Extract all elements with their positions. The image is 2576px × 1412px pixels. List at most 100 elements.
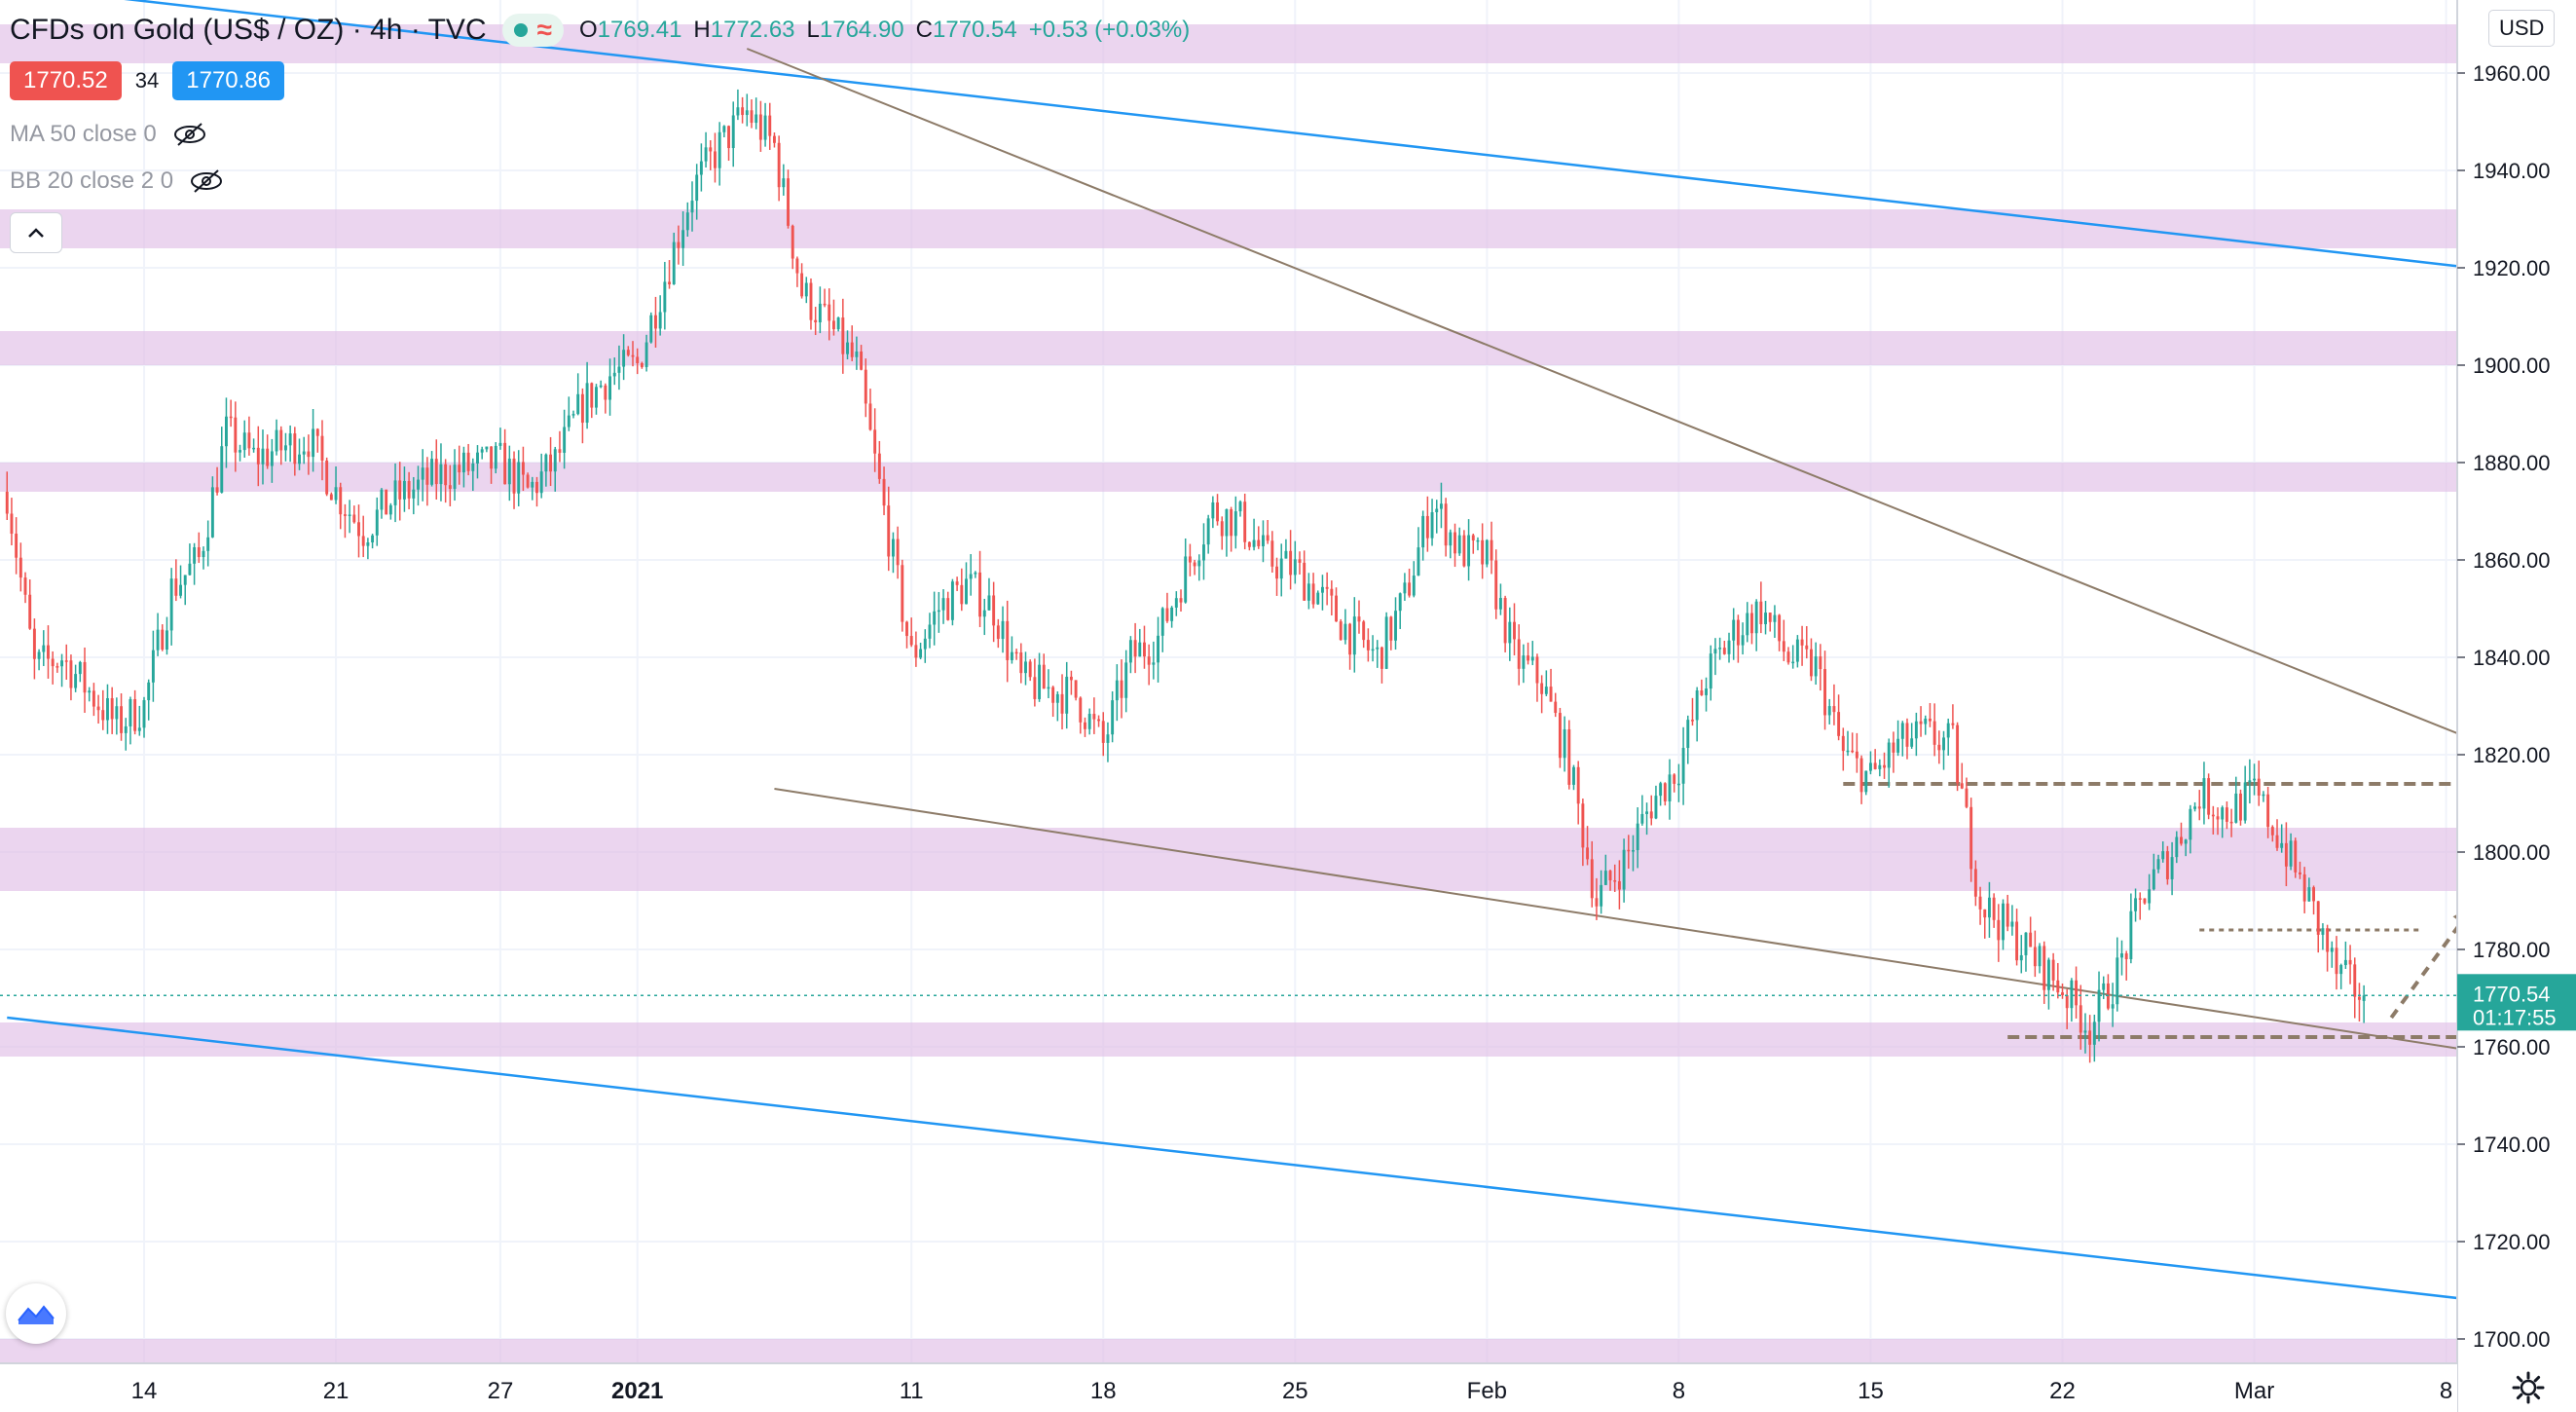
buy-button[interactable]: 1770.86	[172, 61, 285, 100]
candle-body	[695, 174, 699, 202]
settings-button[interactable]	[2508, 1367, 2549, 1408]
candle-body	[444, 464, 448, 486]
candle-body	[193, 546, 197, 564]
market-open-dot-icon	[513, 23, 528, 37]
candle-body	[247, 432, 251, 449]
candle-up	[242, 420, 246, 458]
candle-down	[1549, 668, 1553, 702]
candle-down	[1983, 909, 1987, 939]
candle-body	[1663, 783, 1667, 801]
candle-up	[622, 334, 626, 381]
candle-body	[1910, 738, 1914, 747]
candle-down	[15, 517, 18, 575]
market-status-pill[interactable]: ≈	[501, 14, 564, 47]
candle-up	[928, 613, 932, 649]
candle-down	[1101, 712, 1105, 757]
candle-body	[1613, 880, 1617, 882]
candle-body	[580, 393, 584, 424]
candle-down	[1303, 550, 1306, 601]
candle-up	[461, 446, 465, 488]
sell-button[interactable]: 1770.52	[10, 61, 122, 100]
candle-body	[681, 230, 685, 248]
candle-up	[1202, 523, 1205, 580]
candle-down	[1736, 614, 1740, 663]
candle-up	[1449, 529, 1453, 559]
indicator-label: MA 50 close 0	[10, 121, 157, 147]
eye-hidden-icon[interactable]	[189, 168, 224, 194]
candle-body	[60, 660, 64, 667]
candle-down	[604, 383, 607, 414]
candle-up	[1924, 715, 1928, 735]
candle-body	[129, 699, 132, 726]
indicator-bb[interactable]: BB 20 close 2 0	[10, 167, 224, 195]
candle-body	[571, 414, 575, 416]
candle-down	[1759, 581, 1763, 634]
candle-up	[193, 542, 197, 585]
candle-down	[901, 559, 904, 632]
drawn-trendlines	[7, 0, 2576, 1314]
time-tick-label: Feb	[1467, 1378, 1507, 1404]
candle-body	[1878, 764, 1882, 769]
price-zone	[0, 331, 2457, 365]
indicator-ma[interactable]: MA 50 close 0	[10, 121, 207, 148]
price-tick-label: 1740.00	[2473, 1133, 2551, 1157]
candle-down	[2197, 790, 2201, 821]
candle-down	[64, 644, 68, 681]
candle-body	[1997, 919, 2001, 941]
candle-body	[2019, 954, 2023, 961]
candle-down	[1782, 619, 1785, 661]
candle-body	[1133, 640, 1137, 657]
candle-body	[1120, 680, 1123, 698]
candle-body	[2353, 964, 2357, 997]
candle-down	[758, 100, 762, 152]
candle-down	[343, 503, 347, 539]
candle-body	[1544, 687, 1548, 694]
candle-down	[1339, 618, 1343, 641]
currency-button[interactable]: USD	[2488, 10, 2556, 47]
candle-body	[1097, 719, 1101, 722]
candle-body	[1006, 620, 1010, 660]
spread-value: 34	[134, 68, 160, 93]
symbol-title[interactable]: CFDs on Gold (US$ / OZ) · 4h · TVC	[10, 14, 487, 46]
candle-down	[850, 325, 854, 361]
candle-up	[1746, 602, 1749, 643]
collapse-legend-button[interactable]	[10, 212, 62, 253]
candle-body	[1320, 586, 1324, 593]
candle-body	[722, 126, 726, 132]
candle-body	[841, 317, 845, 354]
candle-body	[1572, 766, 1575, 785]
candle-body	[1814, 656, 1818, 677]
candle-body	[252, 447, 256, 450]
candle-up	[699, 143, 703, 192]
candle-body	[343, 514, 347, 516]
eye-hidden-icon[interactable]	[172, 122, 207, 147]
candle-up	[2221, 805, 2225, 838]
candle-down	[2088, 1015, 2092, 1063]
candle-body	[741, 107, 745, 116]
candle-down	[1079, 696, 1083, 734]
candle-body	[704, 147, 708, 162]
candle-body	[151, 650, 155, 683]
candle-down	[18, 542, 22, 592]
candle-down	[1143, 625, 1146, 669]
candle-down	[1673, 773, 1676, 793]
candle-body	[1987, 897, 1991, 918]
candle-body	[1837, 712, 1841, 736]
candle-up	[567, 396, 570, 431]
candle-body	[124, 725, 128, 733]
candle-up	[1394, 597, 1397, 650]
candle-up	[1206, 514, 1210, 554]
candle-down	[828, 288, 831, 341]
candle-down	[352, 505, 356, 524]
tradingview-logo-button[interactable]	[6, 1283, 66, 1344]
candle-body	[2156, 859, 2160, 870]
candle-up	[1184, 538, 1188, 604]
candle-down	[2270, 825, 2274, 842]
candle-body	[1681, 748, 1685, 784]
candle-down	[2299, 861, 2301, 879]
candle-down	[914, 631, 918, 667]
candle-body	[412, 489, 416, 499]
candle-down	[877, 440, 881, 484]
candle-body	[685, 212, 689, 231]
